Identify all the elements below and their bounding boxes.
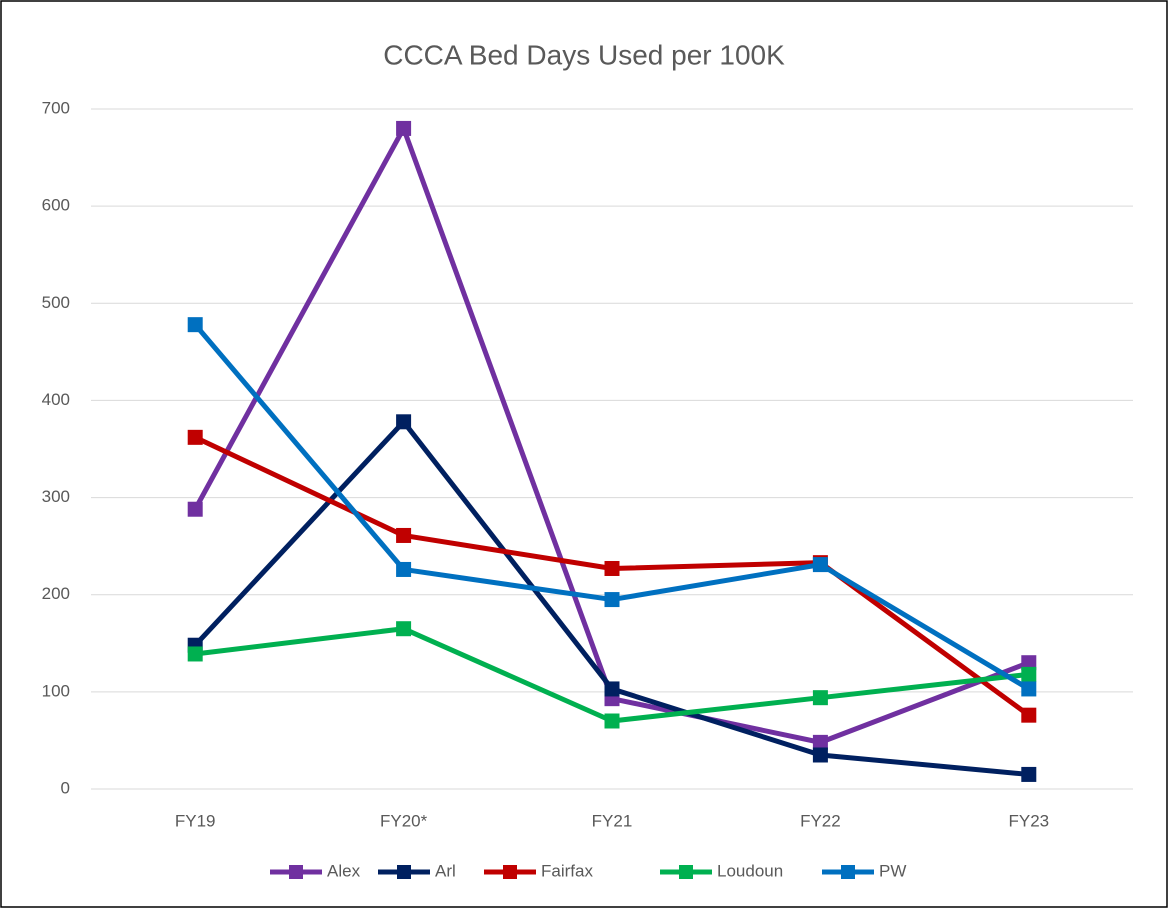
legend-marker (841, 865, 855, 879)
marker (396, 561, 412, 577)
legend-marker (289, 865, 303, 879)
y-tick-label: 100 (42, 681, 70, 700)
y-tick-label: 600 (42, 196, 70, 215)
y-tick-label: 200 (42, 584, 70, 603)
legend-marker (679, 865, 693, 879)
x-tick-label: FY22 (800, 811, 841, 830)
marker (1021, 766, 1037, 782)
marker (1021, 707, 1037, 723)
marker (187, 429, 203, 445)
x-tick-label: FY20* (380, 811, 428, 830)
marker (604, 713, 620, 729)
legend-label: Alex (327, 861, 361, 880)
legend-label: Arl (435, 861, 456, 880)
marker (1021, 666, 1037, 682)
marker (604, 681, 620, 697)
marker (812, 690, 828, 706)
legend-marker (503, 865, 517, 879)
marker (812, 557, 828, 573)
marker (187, 501, 203, 517)
marker (1021, 681, 1037, 697)
marker (396, 621, 412, 637)
legend-label: Loudoun (717, 861, 783, 880)
marker (604, 592, 620, 608)
marker (187, 646, 203, 662)
y-tick-label: 500 (42, 293, 70, 312)
marker (396, 120, 412, 136)
marker (187, 317, 203, 333)
y-tick-label: 0 (61, 778, 70, 797)
y-tick-label: 300 (42, 487, 70, 506)
x-tick-label: FY19 (175, 811, 216, 830)
x-tick-label: FY23 (1008, 811, 1049, 830)
legend-label: PW (879, 861, 906, 880)
marker (396, 414, 412, 430)
chart-title: CCCA Bed Days Used per 100K (383, 39, 785, 70)
marker (812, 747, 828, 763)
marker (812, 734, 828, 750)
y-tick-label: 700 (42, 98, 70, 117)
marker (396, 527, 412, 543)
legend-label: Fairfax (541, 861, 593, 880)
marker (604, 560, 620, 576)
legend-marker (397, 865, 411, 879)
x-tick-label: FY21 (592, 811, 633, 830)
y-tick-label: 400 (42, 390, 70, 409)
